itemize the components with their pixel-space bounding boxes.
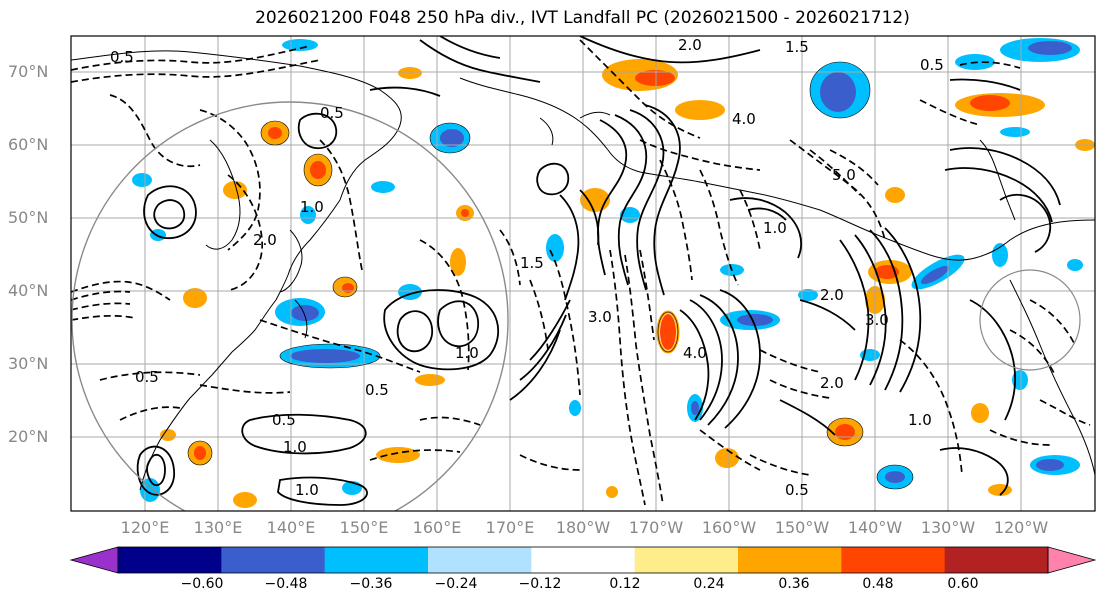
contour-label: 3.0 <box>865 311 889 329</box>
lat-label-50: 50°N <box>8 208 49 227</box>
colorbar-segment <box>944 547 1049 573</box>
shaded-divergence <box>132 38 1095 508</box>
colorbar-tick: 0.24 <box>693 576 725 592</box>
lon-label: 140°W <box>847 518 903 537</box>
colorbar-tick: 0.36 <box>778 576 810 592</box>
contour-label: 2.0 <box>253 231 277 249</box>
landfall-circle <box>71 101 509 511</box>
solid-contours <box>136 36 1061 506</box>
colorbar-segment <box>634 547 739 573</box>
contour-label: 4.0 <box>683 344 707 362</box>
lon-label: 120°E <box>120 518 170 537</box>
contour-label: 0.5 <box>272 411 296 429</box>
lon-label: 130°W <box>920 518 976 537</box>
colorbar-segment <box>221 547 326 573</box>
lon-label: 160°W <box>701 518 757 537</box>
contour-label: 1.5 <box>785 38 809 56</box>
contour-label: 0.5 <box>135 368 159 386</box>
lon-label: 140°E <box>266 518 316 537</box>
lon-label: 130°E <box>193 518 243 537</box>
contour-label: 1.0 <box>300 198 324 216</box>
colorbar-segment <box>738 547 842 573</box>
contour-label-group: 0.5 1.0 1.5 2.0 3.0 4.0 5.0 0.5 1.0 2.0 … <box>110 36 944 499</box>
contour-label: 2.0 <box>678 36 702 54</box>
lat-label-60: 60°N <box>8 135 49 154</box>
colorbar-tick: −0.24 <box>434 576 478 592</box>
gridlines <box>71 36 1095 511</box>
colorbar-segment <box>324 547 429 573</box>
lat-label-40: 40°N <box>8 281 49 300</box>
lat-label-70: 70°N <box>8 62 49 81</box>
colorbar-tick: −0.36 <box>349 576 393 592</box>
contour-label: 0.5 <box>320 104 344 122</box>
colorbar-tick: 0.60 <box>947 576 979 592</box>
contour-label: 0.5 <box>785 481 809 499</box>
colorbar-tick: 0.48 <box>862 576 894 592</box>
colorbar-extend-high <box>1047 546 1097 574</box>
lon-label: 120°W <box>993 518 1049 537</box>
contour-label: 3.0 <box>588 308 612 326</box>
landfall-circle-east <box>979 269 1081 371</box>
contour-label: 1.0 <box>455 344 479 362</box>
lon-label: 150°W <box>774 518 830 537</box>
contour-label: 1.0 <box>908 411 932 429</box>
colorbar-segment <box>841 547 946 573</box>
contour-label: 1.0 <box>295 481 319 499</box>
colorbar-segment <box>118 547 222 573</box>
lon-label: 170°E <box>485 518 535 537</box>
colorbar-tick: 0.12 <box>609 576 641 592</box>
lon-label: 180°W <box>555 518 611 537</box>
contour-label: 5.0 <box>832 166 856 184</box>
contour-label: 0.5 <box>365 381 389 399</box>
contour-label: 1.5 <box>520 254 544 272</box>
contour-label: 0.5 <box>110 48 134 66</box>
contour-label: 2.0 <box>820 286 844 304</box>
colorbar-tick: −0.12 <box>518 576 562 592</box>
lat-label-20: 20°N <box>8 427 49 446</box>
colorbar-frame <box>117 546 1049 574</box>
colorbar <box>69 546 1097 574</box>
coastlines <box>71 50 1095 491</box>
contour-label: 0.5 <box>920 56 944 74</box>
colorbar-segment <box>428 547 532 573</box>
lon-label: 160°E <box>412 518 462 537</box>
colorbar-extend-low <box>69 546 119 574</box>
colorbar-tick: −0.60 <box>180 576 224 592</box>
colorbar-tick: −0.48 <box>264 576 308 592</box>
map-frame <box>70 35 1096 512</box>
map-title: 2026021200 F048 250 hPa div., IVT Landfa… <box>255 8 910 28</box>
colorbar-segment <box>531 547 636 573</box>
shading-edges <box>187 61 914 490</box>
contour-label: 1.0 <box>283 438 307 456</box>
contour-label: 1.0 <box>763 219 787 237</box>
lon-label: 170°W <box>628 518 684 537</box>
contour-label: 2.0 <box>820 374 844 392</box>
lon-label: 150°E <box>339 518 389 537</box>
dashed-contours <box>71 39 1091 506</box>
lat-label-30: 30°N <box>8 354 49 373</box>
contour-label: 4.0 <box>732 110 756 128</box>
